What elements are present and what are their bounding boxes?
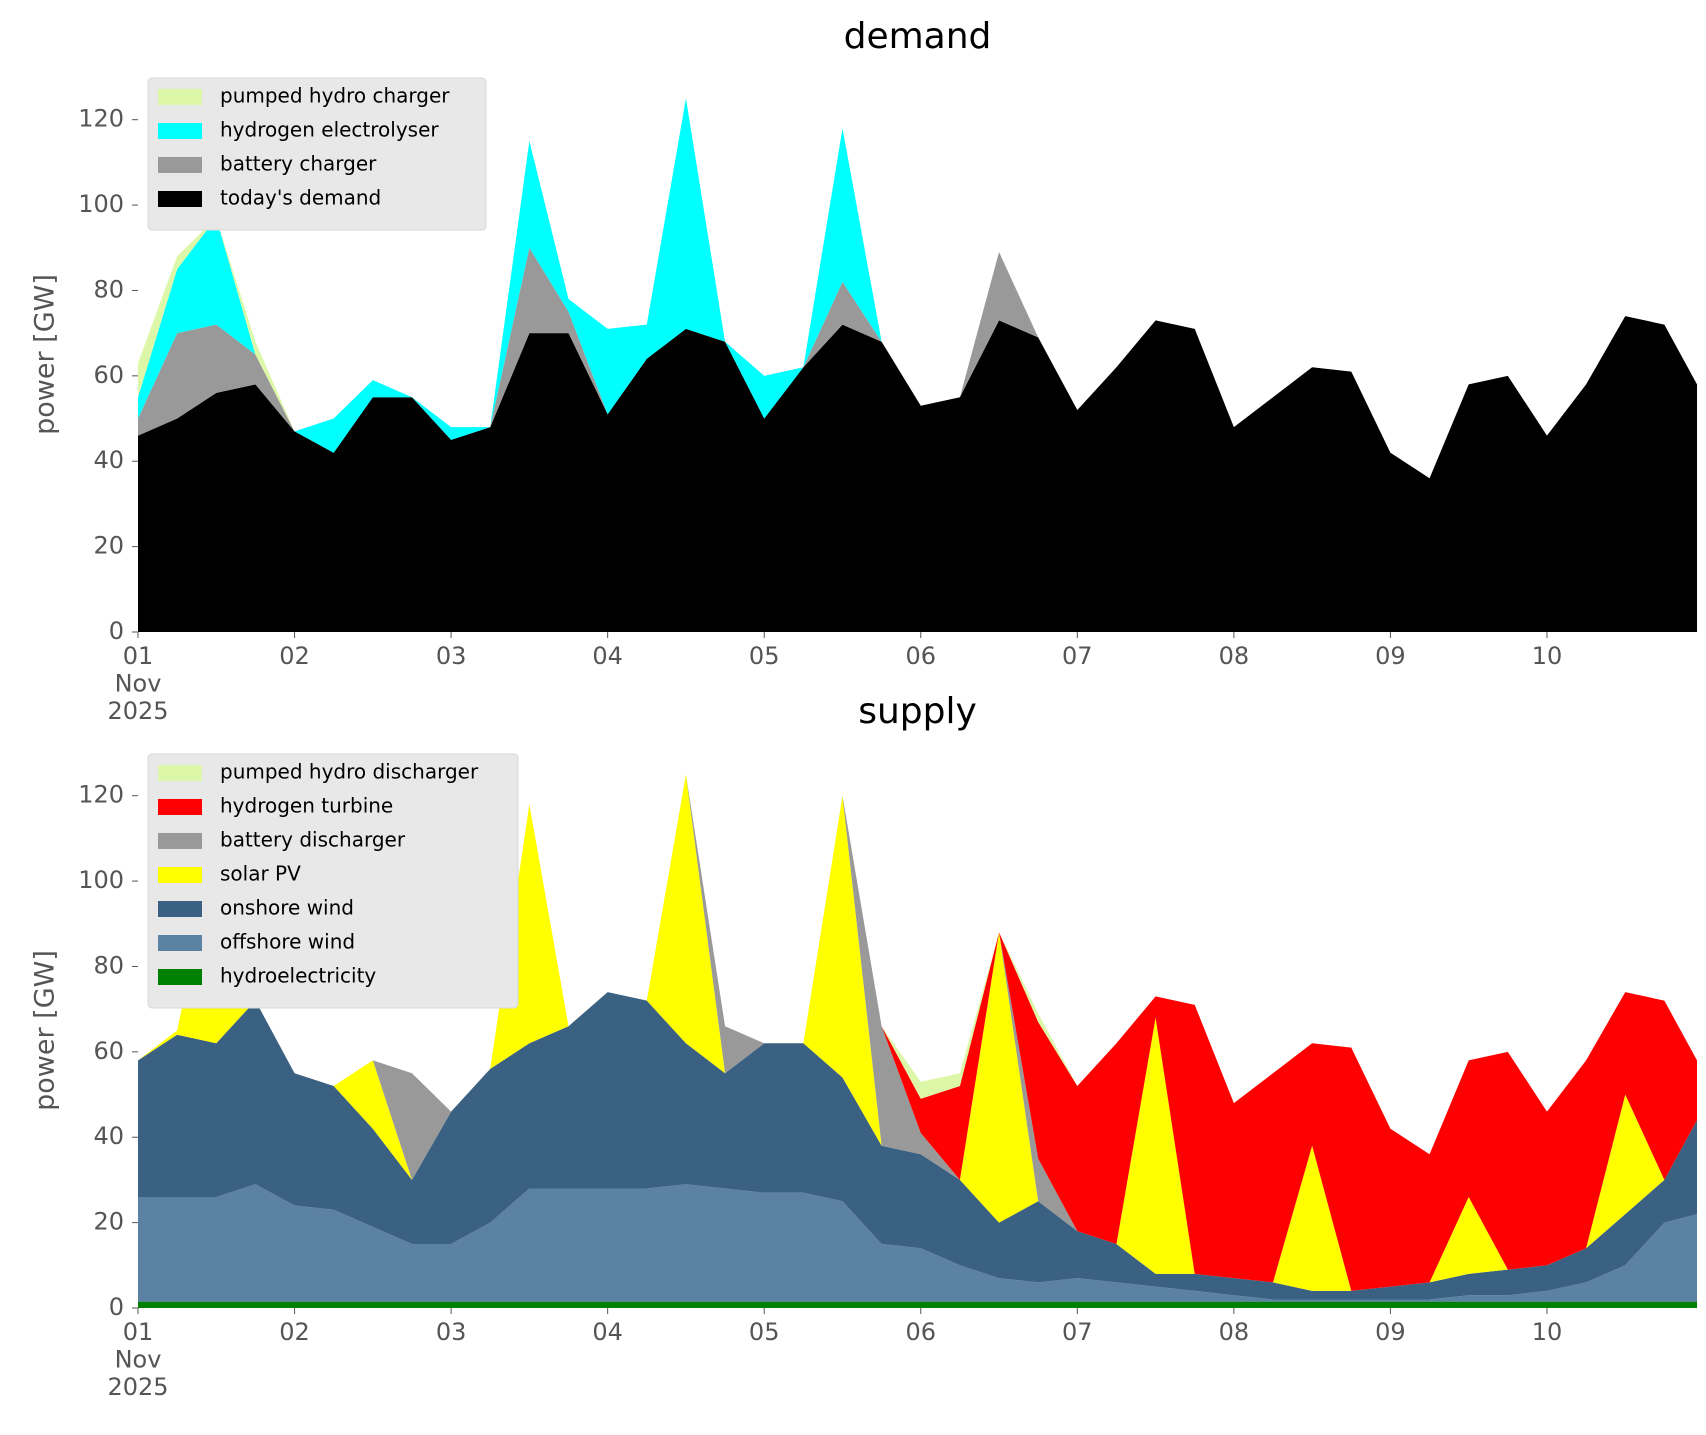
legend-swatch bbox=[158, 833, 202, 849]
x-tick-label: 01 Nov 2025 bbox=[107, 642, 168, 725]
area bbox=[138, 1184, 1697, 1302]
y-tick-label: 120 bbox=[78, 105, 124, 133]
x-tick-label: 06 bbox=[905, 642, 936, 670]
x-tick-label: 02 bbox=[279, 1318, 310, 1346]
legend: pumped hydro charger hydrogen electrolyse… bbox=[147, 77, 487, 231]
legend-swatch bbox=[158, 799, 202, 815]
x-tick-label: 09 bbox=[1375, 1318, 1406, 1346]
y-tick-label: 20 bbox=[93, 532, 124, 560]
legend-swatch bbox=[158, 969, 202, 985]
area bbox=[138, 774, 1697, 1291]
y-tick-label: 20 bbox=[93, 1208, 124, 1236]
legend-swatch bbox=[158, 867, 202, 883]
y-tick-label: 80 bbox=[93, 951, 124, 979]
x-tick-label: 02 bbox=[279, 642, 310, 670]
y-tick-label: 80 bbox=[93, 275, 124, 303]
legend-box bbox=[147, 77, 487, 231]
legend-label: hydrogen electrolyser bbox=[220, 118, 439, 142]
y-tick-label: 40 bbox=[93, 1122, 124, 1150]
legend-label: pumped hydro discharger bbox=[220, 760, 479, 784]
legend-swatch bbox=[158, 157, 202, 173]
area bbox=[138, 247, 1697, 479]
area bbox=[138, 316, 1697, 632]
y-tick-label: 60 bbox=[93, 1037, 124, 1065]
legend-swatch bbox=[158, 123, 202, 139]
x-tick-label: 05 bbox=[749, 642, 780, 670]
legend-swatch bbox=[158, 901, 202, 917]
y-tick-label: 40 bbox=[93, 446, 124, 474]
x-tick-label: 05 bbox=[749, 1318, 780, 1346]
legend-label: hydroelectricity bbox=[220, 964, 376, 988]
legend-box bbox=[147, 753, 519, 1009]
legend-swatch bbox=[158, 191, 202, 207]
area bbox=[138, 774, 1697, 1155]
x-tick-label: 07 bbox=[1062, 1318, 1093, 1346]
y-tick-label: 100 bbox=[78, 190, 124, 218]
legend-swatch bbox=[158, 935, 202, 951]
x-tick-label: 07 bbox=[1062, 642, 1093, 670]
chart-title: demand bbox=[844, 16, 992, 57]
x-tick-label: 01 Nov 2025 bbox=[107, 1318, 168, 1401]
legend-label: battery discharger bbox=[220, 828, 406, 852]
legend-label: solar PV bbox=[220, 862, 301, 886]
y-tick-label: 120 bbox=[78, 781, 124, 809]
area bbox=[138, 774, 1697, 1291]
y-tick-label: 0 bbox=[109, 617, 124, 645]
legend-label: onshore wind bbox=[220, 896, 354, 920]
chart-title: supply bbox=[858, 691, 977, 732]
y-tick-label: 60 bbox=[93, 361, 124, 389]
x-tick-label: 03 bbox=[436, 1318, 467, 1346]
area bbox=[138, 98, 1697, 479]
area bbox=[138, 1301, 1697, 1308]
x-tick-label: 04 bbox=[592, 1318, 623, 1346]
x-tick-label: 09 bbox=[1375, 642, 1406, 670]
x-tick-label: 04 bbox=[592, 642, 623, 670]
legend-label: pumped hydro charger bbox=[220, 84, 450, 108]
y-tick-label: 0 bbox=[109, 1293, 124, 1321]
y-axis-label: power [GW] bbox=[30, 950, 61, 1111]
legend-label: battery charger bbox=[220, 152, 377, 176]
area bbox=[138, 992, 1697, 1300]
x-tick-label: 10 bbox=[1532, 642, 1563, 670]
legend-swatch bbox=[158, 765, 202, 781]
x-tick-label: 03 bbox=[436, 642, 467, 670]
legend-label: hydrogen turbine bbox=[220, 794, 393, 818]
y-axis-label: power [GW] bbox=[30, 274, 61, 435]
y-tick-label: 100 bbox=[78, 866, 124, 894]
x-tick-label: 06 bbox=[905, 1318, 936, 1346]
legend: pumped hydro discharger hydrogen turbine b… bbox=[147, 753, 519, 1009]
x-tick-label: 08 bbox=[1219, 1318, 1250, 1346]
legend-label: today's demand bbox=[220, 186, 381, 210]
x-tick-label: 08 bbox=[1219, 642, 1250, 670]
legend-swatch bbox=[158, 89, 202, 105]
legend-label: offshore wind bbox=[220, 930, 355, 954]
x-tick-label: 10 bbox=[1532, 1318, 1563, 1346]
